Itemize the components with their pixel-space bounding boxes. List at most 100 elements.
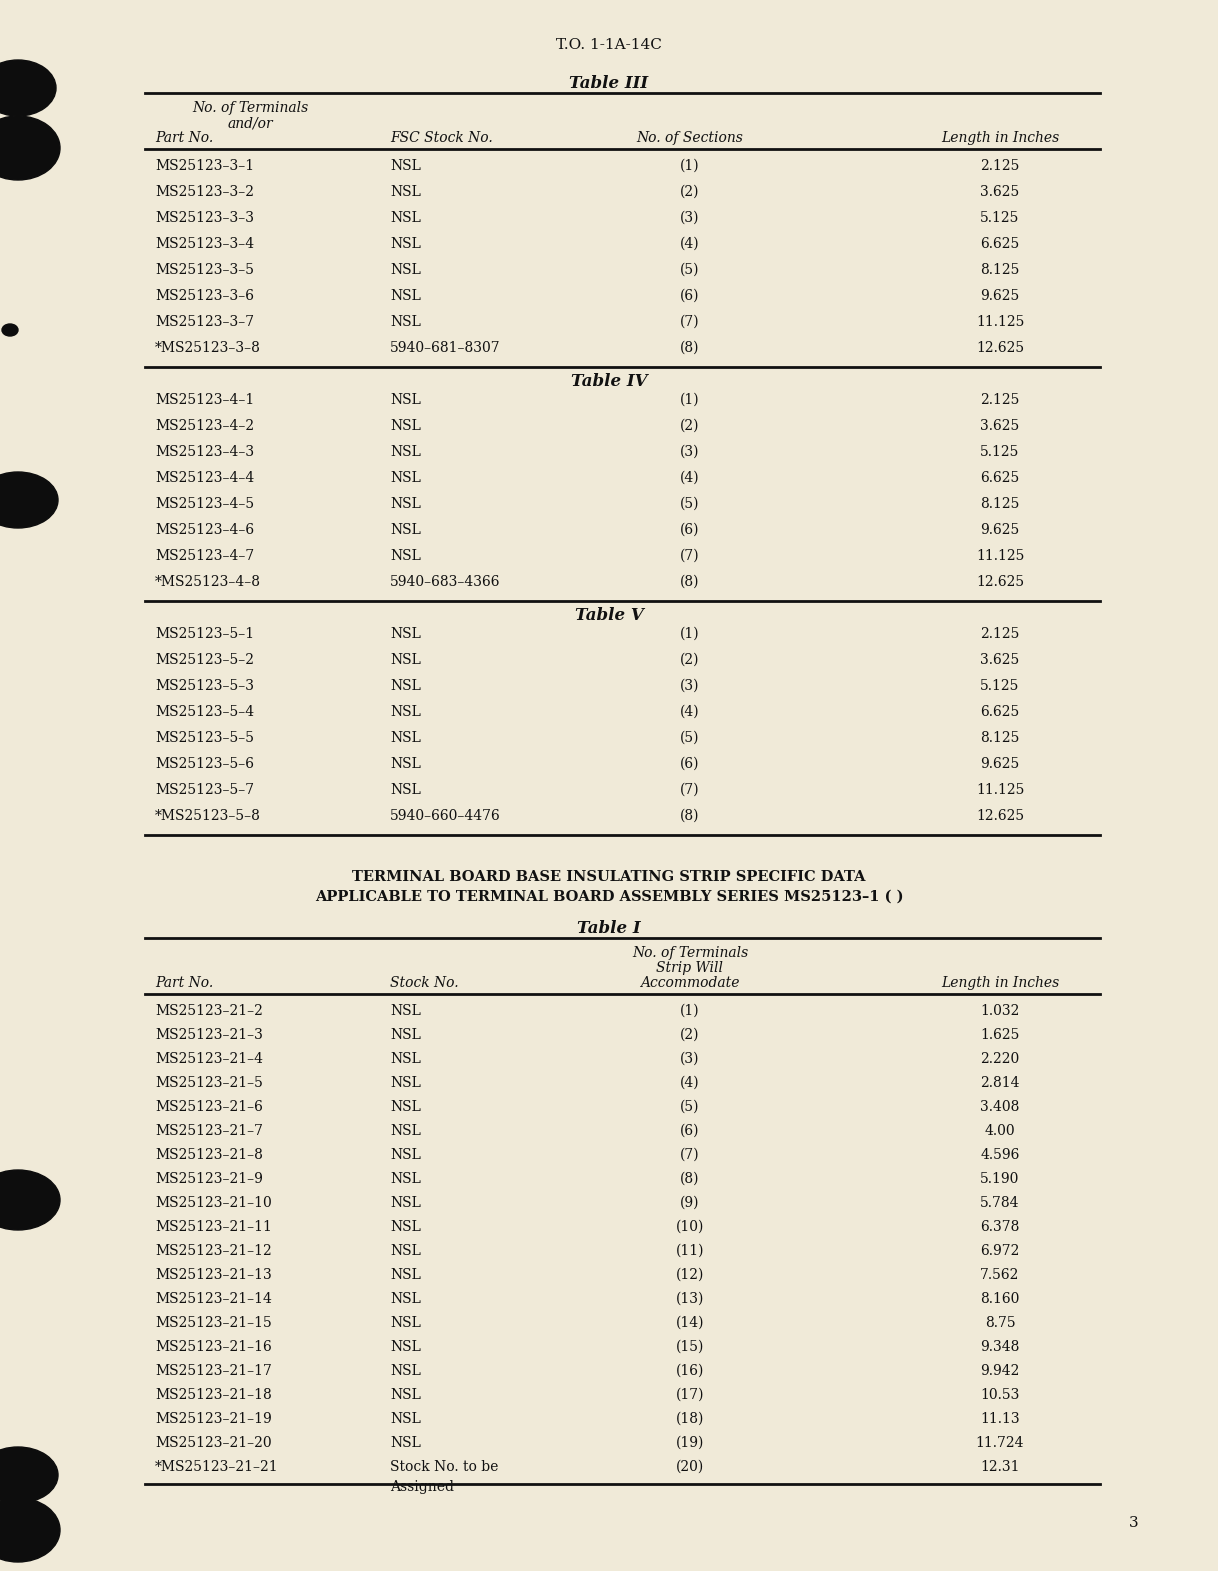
Text: MS25123–5–3: MS25123–5–3 [155, 679, 255, 693]
Text: (7): (7) [680, 782, 700, 796]
Text: MS25123–3–2: MS25123–3–2 [155, 185, 255, 200]
Text: MS25123–4–1: MS25123–4–1 [155, 393, 255, 407]
Text: 6.625: 6.625 [980, 705, 1019, 720]
Text: 2.125: 2.125 [980, 159, 1019, 173]
Text: MS25123–21–19: MS25123–21–19 [155, 1412, 272, 1426]
Text: NSL: NSL [390, 523, 421, 537]
Text: 12.31: 12.31 [980, 1459, 1019, 1474]
Text: MS25123–21–9: MS25123–21–9 [155, 1172, 263, 1186]
Text: 2.814: 2.814 [980, 1076, 1019, 1090]
Text: *MS25123–3–8: *MS25123–3–8 [155, 341, 261, 355]
Text: (19): (19) [676, 1436, 704, 1450]
Text: (1): (1) [680, 393, 700, 407]
Text: Stock No.: Stock No. [390, 976, 459, 990]
Text: MS25123–5–2: MS25123–5–2 [155, 654, 255, 668]
Text: 8.125: 8.125 [980, 262, 1019, 276]
Text: 4.00: 4.00 [984, 1123, 1016, 1137]
Text: (6): (6) [680, 523, 700, 537]
Text: NSL: NSL [390, 1196, 421, 1210]
Text: (15): (15) [676, 1340, 704, 1354]
Text: MS25123–3–3: MS25123–3–3 [155, 211, 255, 225]
Text: (7): (7) [680, 548, 700, 562]
Text: NSL: NSL [390, 679, 421, 693]
Text: (2): (2) [680, 185, 700, 200]
Text: 2.220: 2.220 [980, 1053, 1019, 1067]
Text: MS25123–4–7: MS25123–4–7 [155, 548, 255, 562]
Text: (3): (3) [680, 211, 700, 225]
Text: No. of Terminals: No. of Terminals [632, 946, 748, 960]
Text: Assigned: Assigned [390, 1480, 454, 1494]
Text: MS25123–21–14: MS25123–21–14 [155, 1291, 272, 1306]
Text: MS25123–21–6: MS25123–21–6 [155, 1100, 263, 1114]
Text: 11.125: 11.125 [976, 782, 1024, 796]
Text: NSL: NSL [390, 393, 421, 407]
Text: 5940–660–4476: 5940–660–4476 [390, 809, 501, 823]
Text: (8): (8) [680, 1172, 700, 1186]
Text: Part No.: Part No. [155, 976, 213, 990]
Ellipse shape [2, 324, 18, 336]
Text: NSL: NSL [390, 1412, 421, 1426]
Text: 5.125: 5.125 [980, 211, 1019, 225]
Text: (10): (10) [676, 1221, 704, 1233]
Text: MS25123–21–18: MS25123–21–18 [155, 1389, 272, 1401]
Text: NSL: NSL [390, 471, 421, 485]
Text: MS25123–4–5: MS25123–4–5 [155, 496, 255, 511]
Text: 3: 3 [1128, 1516, 1138, 1530]
Text: 6.625: 6.625 [980, 471, 1019, 485]
Text: NSL: NSL [390, 627, 421, 641]
Text: NSL: NSL [390, 316, 421, 328]
Text: (5): (5) [680, 731, 700, 745]
Text: (7): (7) [680, 1148, 700, 1163]
Text: MS25123–21–3: MS25123–21–3 [155, 1027, 263, 1042]
Text: MS25123–3–1: MS25123–3–1 [155, 159, 255, 173]
Text: Length in Inches: Length in Inches [940, 130, 1060, 145]
Text: NSL: NSL [390, 1053, 421, 1067]
Text: NSL: NSL [390, 262, 421, 276]
Text: (20): (20) [676, 1459, 704, 1474]
Text: 6.378: 6.378 [980, 1221, 1019, 1233]
Text: 12.625: 12.625 [976, 575, 1024, 589]
Ellipse shape [0, 471, 58, 528]
Text: NSL: NSL [390, 1244, 421, 1258]
Text: (2): (2) [680, 1027, 700, 1042]
Text: (9): (9) [680, 1196, 700, 1210]
Text: 6.625: 6.625 [980, 237, 1019, 251]
Text: 11.724: 11.724 [976, 1436, 1024, 1450]
Text: Stock No. to be: Stock No. to be [390, 1459, 498, 1474]
Text: NSL: NSL [390, 1123, 421, 1137]
Text: NSL: NSL [390, 731, 421, 745]
Text: 5.125: 5.125 [980, 679, 1019, 693]
Text: MS25123–21–5: MS25123–21–5 [155, 1076, 263, 1090]
Text: TERMINAL BOARD BASE INSULATING STRIP SPECIFIC DATA: TERMINAL BOARD BASE INSULATING STRIP SPE… [352, 870, 866, 884]
Text: MS25123–21–15: MS25123–21–15 [155, 1316, 272, 1331]
Text: and/or: and/or [228, 116, 273, 130]
Text: 10.53: 10.53 [980, 1389, 1019, 1401]
Text: (6): (6) [680, 289, 700, 303]
Text: NSL: NSL [390, 1027, 421, 1042]
Text: MS25123–4–4: MS25123–4–4 [155, 471, 255, 485]
Text: 5940–683–4366: 5940–683–4366 [390, 575, 501, 589]
Text: Accommodate: Accommodate [641, 976, 739, 990]
Ellipse shape [0, 1170, 60, 1230]
Text: Table V: Table V [575, 606, 643, 624]
Text: NSL: NSL [390, 782, 421, 796]
Text: NSL: NSL [390, 237, 421, 251]
Text: MS25123–21–4: MS25123–21–4 [155, 1053, 263, 1067]
Text: 8.75: 8.75 [984, 1316, 1016, 1331]
Text: MS25123–5–7: MS25123–5–7 [155, 782, 255, 796]
Text: (2): (2) [680, 419, 700, 434]
Text: NSL: NSL [390, 1340, 421, 1354]
Text: (5): (5) [680, 262, 700, 276]
Text: (2): (2) [680, 654, 700, 668]
Text: NSL: NSL [390, 445, 421, 459]
Text: MS25123–21–12: MS25123–21–12 [155, 1244, 272, 1258]
Text: 5.784: 5.784 [980, 1196, 1019, 1210]
Text: MS25123–21–11: MS25123–21–11 [155, 1221, 272, 1233]
Text: 8.125: 8.125 [980, 731, 1019, 745]
Ellipse shape [0, 1499, 60, 1562]
Text: (4): (4) [680, 471, 700, 485]
Text: MS25123–5–5: MS25123–5–5 [155, 731, 255, 745]
Text: (1): (1) [680, 1004, 700, 1018]
Text: NSL: NSL [390, 705, 421, 720]
Text: MS25123–4–6: MS25123–4–6 [155, 523, 255, 537]
